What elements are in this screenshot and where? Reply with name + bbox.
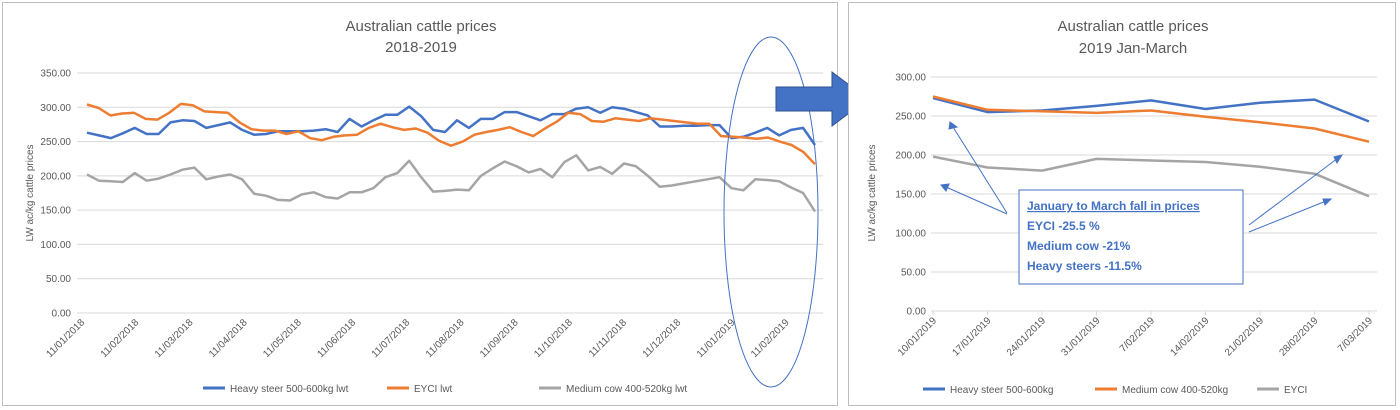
y-tick-label: 0.00 [52, 309, 72, 320]
legend-label: EYCI [1284, 385, 1307, 396]
y-tick-label: 250.00 [895, 112, 926, 123]
chart-panel-2018-2019: Australian cattle prices 2018-2019 LW ac… [2, 2, 838, 406]
x-tick-label: 28/02/2019 [1277, 315, 1320, 358]
series-line [86, 105, 817, 146]
x-tick-label: 14/02/2019 [1168, 315, 1211, 358]
arrow-head-icon [940, 183, 950, 192]
x-tick-label: 11/02/2018 [99, 317, 142, 360]
y-tick-label: 50.00 [46, 274, 71, 285]
x-tick-label: 10/01/2019 [896, 315, 939, 358]
x-tick-label: 11/08/2018 [424, 317, 467, 360]
annotation-line: Heavy steers -11.5% [1027, 259, 1142, 273]
annotation-arrow [952, 126, 1008, 214]
x-tick-label: 11/05/2018 [261, 317, 304, 360]
legend-label: Medium cow 400-520kg lwt [566, 384, 687, 395]
y-tick-label: 200.00 [895, 151, 926, 162]
y-tick-label: 0.00 [907, 307, 927, 318]
x-tick-label: 11/01/2019 [695, 317, 738, 360]
x-tick-label: 11/09/2018 [478, 317, 521, 360]
series-line [932, 95, 1370, 143]
legend-label: Medium cow 400-520kg [1122, 385, 1228, 396]
annotation-heading: January to March fall in prices [1027, 199, 1200, 213]
chart-2018-2019: Australian cattle prices 2018-2019 LW ac… [25, 18, 823, 395]
x-tick-label: 24/01/2019 [1005, 315, 1048, 358]
arrow-head-icon [1322, 198, 1333, 206]
chart-panel-2019-jan-march: Australian cattle prices 2019 Jan-March … [848, 2, 1396, 406]
y-tick-label: 50.00 [901, 268, 926, 279]
series-line [86, 102, 816, 166]
annotation-arrows [940, 121, 1344, 233]
x-tick-label: 11/06/2018 [315, 317, 358, 360]
legend-label: EYCI lwt [414, 384, 453, 395]
x-tick-label: 7/03/2019 [1336, 315, 1376, 355]
y-tick-label: 150.00 [895, 190, 926, 201]
annotation-arrow [1248, 200, 1327, 233]
annotation-arrow [1248, 157, 1339, 226]
series-line [86, 154, 817, 213]
chart-2019-jan-march: Australian cattle prices 2019 Jan-March … [867, 18, 1377, 396]
x-tick-label: 11/03/2018 [153, 317, 196, 360]
y-tick-label: 350.00 [40, 69, 71, 80]
annotation-box: January to March fall in prices EYCI -25… [1018, 189, 1244, 285]
y-axis-label: LW ac/kg cattle prices [25, 144, 36, 241]
chart-title: Australian cattle prices [1058, 18, 1209, 35]
y-tick-label: 250.00 [40, 137, 71, 148]
chart-subtitle: 2019 Jan-March [1079, 40, 1187, 57]
chart-subtitle: 2018-2019 [385, 39, 457, 56]
annotation-line: Medium cow -21% [1027, 239, 1131, 253]
y-tick-label: 300.00 [895, 73, 926, 84]
annotation-arrow [945, 186, 1008, 215]
x-tick-label: 7/02/2019 [1118, 315, 1158, 355]
y-tick-label: 100.00 [40, 240, 71, 251]
x-tick-label: 11/10/2018 [532, 317, 575, 360]
x-tick-label: 11/12/2018 [641, 317, 684, 360]
x-tick-label: 11/07/2018 [370, 317, 413, 360]
legend-label: Heavy steer 500-600kg [950, 385, 1053, 396]
annotation-line: EYCI -25.5 % [1027, 219, 1100, 233]
highlight-ellipse [723, 36, 819, 388]
legend-label: Heavy steer 500-600kg lwt [230, 384, 349, 395]
x-tick-label: 31/01/2019 [1059, 315, 1102, 358]
arrow-head-icon [1333, 154, 1344, 165]
x-tick-label: 11/01/2018 [44, 317, 87, 360]
y-tick-label: 200.00 [40, 171, 71, 182]
x-tick-label: 11/02/2019 [749, 317, 792, 360]
series-line [932, 96, 1370, 123]
y-tick-label: 150.00 [40, 206, 71, 217]
x-tick-label: 11/11/2018 [587, 317, 629, 359]
y-tick-label: 100.00 [895, 229, 926, 240]
x-tick-label: 17/01/2019 [950, 315, 993, 358]
series-line [932, 155, 1370, 198]
x-tick-label: 11/04/2018 [207, 317, 250, 360]
x-tick-label: 21/02/2019 [1223, 315, 1266, 358]
arrow-head-icon [948, 121, 959, 130]
chart-title: Australian cattle prices [346, 18, 497, 35]
y-axis-label: LW ac/kg cattle prices [867, 144, 878, 241]
y-tick-label: 300.00 [40, 103, 71, 114]
